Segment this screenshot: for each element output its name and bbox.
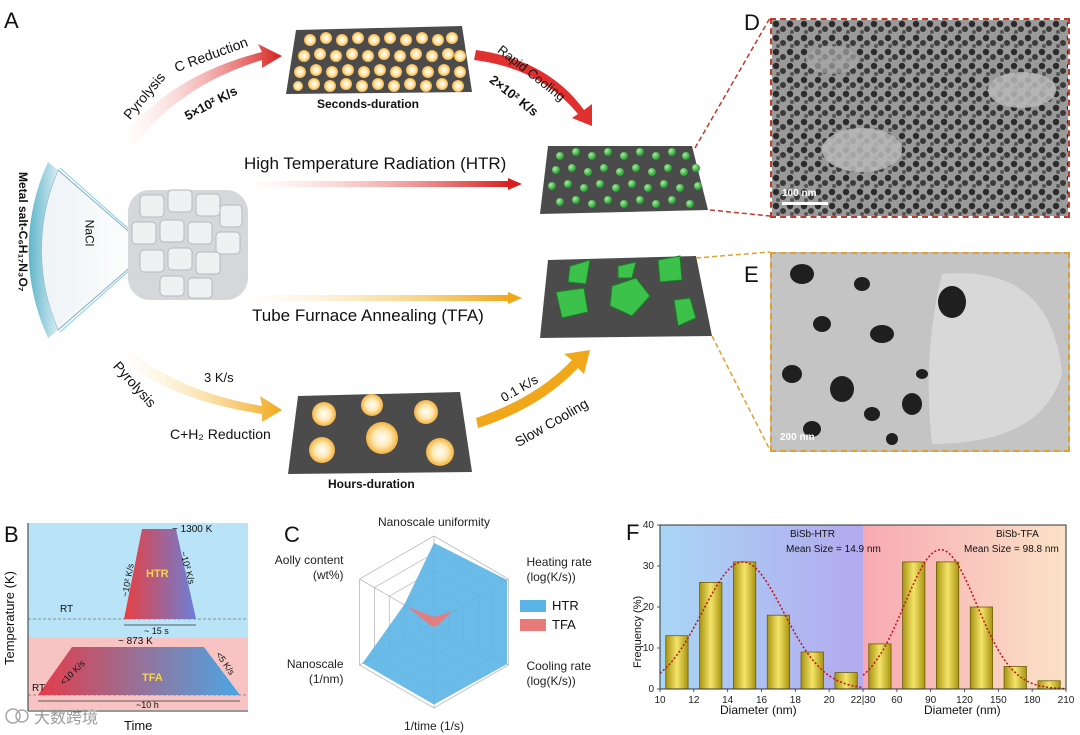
panel-b-ylabel: Temperature (K): [2, 571, 17, 665]
hist-x-tick-label: 18: [790, 695, 802, 706]
scale-bar-d-line: [782, 202, 828, 205]
panel-f-ylabel: Frequency (%): [632, 595, 644, 668]
hist-x-tick-label: 90: [925, 695, 937, 706]
watermark-logo-icon: [5, 708, 29, 724]
rt-bottom-label: RT: [32, 683, 46, 694]
tem-image-htr: 100 nm: [770, 18, 1070, 218]
hist-bar-tfa: [1037, 680, 1061, 690]
panel-d-letter: D: [744, 10, 760, 35]
htr-process-label: High Temperature Radiation (HTR): [244, 154, 507, 173]
hist-bar-htr: [699, 582, 723, 690]
hist-bar-tfa: [969, 606, 993, 690]
hist-bar-htr: [733, 561, 757, 690]
hist-x-tick-label: 150: [990, 695, 1007, 706]
htr-peak-temp: ~ 1300 K: [172, 524, 213, 535]
nacl-cube-cluster: [128, 189, 248, 300]
htr-hist-mean: Mean Size = 14.9 nm: [786, 544, 881, 555]
htr-trapezoid: [124, 529, 196, 619]
hist-y-tick-label: 0: [648, 684, 654, 695]
hist-x-tick-label: 20: [824, 695, 836, 706]
panel-e-letter: E: [744, 262, 759, 287]
hist-x-tick-label: 22|30: [851, 695, 876, 706]
hist-bar-htr: [665, 635, 689, 690]
radar-series-tfa: [407, 606, 452, 628]
temperature-profile-chart: [27, 523, 248, 712]
bottom-reduction-label: C+H₂ Reduction: [170, 426, 271, 442]
legend-item-tfa: TFA: [520, 617, 579, 632]
hist-x-tick-label: 210: [1058, 695, 1075, 706]
hist-x-tick-label: 16: [756, 695, 768, 706]
legend-swatch-htr: [520, 599, 546, 612]
tfa-peak-temp: ~ 873 K: [118, 636, 153, 647]
hist-y-tick-label: 30: [643, 561, 655, 572]
tfa-trapezoid: [38, 647, 240, 695]
hours-duration-label: Hours-duration: [328, 477, 415, 491]
htr-time: ~ 15 s: [144, 626, 169, 636]
tfa-hist-mean: Mean Size = 98.8 nm: [964, 544, 1059, 555]
hist-fit-curve-htr: [659, 561, 864, 689]
panel-a-diagram: [28, 17, 771, 474]
radar-legend: HTR TFA: [520, 598, 579, 632]
legend-swatch-tfa: [520, 618, 546, 631]
tfa-process-label: Tube Furnace Annealing (TFA): [252, 306, 484, 325]
panel-a-letter: A: [4, 8, 19, 33]
legend-item-htr: HTR: [520, 598, 579, 613]
panel-f-xlabel-right: Diameter (nm): [924, 703, 1001, 717]
panel-b-xlabel: Time: [124, 718, 153, 733]
htr-name: HTR: [146, 568, 169, 580]
tfa-hist-title: BiSb-TFA: [996, 529, 1039, 540]
scale-bar-d: 100 nm: [782, 188, 817, 199]
hist-y-tick-label: 20: [643, 602, 655, 613]
hist-y-tick-label: 40: [643, 520, 655, 531]
panel-f-letter: F: [626, 520, 640, 545]
panel-f-xlabel-left: Diameter (nm): [720, 703, 797, 717]
panel-c-letter: C: [284, 522, 300, 547]
hist-bar-tfa: [1003, 666, 1027, 690]
hist-bar-tfa: [902, 561, 926, 690]
panel-b-letter: B: [4, 522, 19, 547]
watermark: 大数跨境: [4, 704, 98, 728]
tem-image-tfa: 200 nm: [770, 252, 1070, 452]
seconds-duration-label: Seconds-duration: [317, 97, 420, 111]
hist-x-tick-label: 180: [1024, 695, 1041, 706]
legend-label-htr: HTR: [552, 598, 579, 613]
hist-x-tick-label: 12: [688, 695, 700, 706]
rt-top-label: RT: [60, 604, 74, 615]
legend-label-tfa: TFA: [552, 617, 576, 632]
precursor-label: Metal salt-C₆H₁₇N₃O₇: [16, 172, 30, 292]
tfa-name: TFA: [142, 672, 163, 684]
bottom-heating-rate: 3 K/s: [204, 370, 234, 385]
htr-hist-title: BiSb-HTR: [790, 529, 836, 540]
hist-x-tick-label: 60: [891, 695, 903, 706]
hist-y-tick-label: 10: [643, 643, 655, 654]
hist-x-tick-label: 10: [654, 695, 666, 706]
radar-chart: Nanoscale uniformity Heating rate (log(K/s…: [275, 515, 592, 733]
radar-axis-label: Aolly content (wt%): [275, 553, 344, 582]
radar-axis-label: 1/time (1/s): [404, 719, 464, 733]
hist-x-tick-label: 14: [722, 695, 734, 706]
radar-axis-label: Heating rate (log(K/s)): [526, 555, 592, 584]
hist-bar-htr: [800, 651, 824, 690]
hist-x-tick-label: 120: [956, 695, 973, 706]
hist-bar-htr: [766, 614, 790, 690]
hist-background-tfa: [863, 525, 1066, 689]
radar-axis-label: Nanoscale uniformity: [378, 515, 490, 529]
hist-fit-curve-tfa: [862, 548, 1067, 690]
nacl-label: NaCl: [82, 219, 97, 247]
radar-axis-label: Nanoscale (1/nm): [287, 657, 344, 686]
scale-bar-e: 200 nm: [780, 432, 815, 443]
hist-bar-tfa: [936, 561, 960, 690]
tfa-time: ~10 h: [136, 700, 159, 710]
hist-background-htr: [660, 525, 863, 689]
radar-axis-label: Cooling rate (log(K/s)): [526, 659, 591, 688]
histogram-chart: 10 12 14 16 18 20 22|30 60 90 120 150 180 2100102030…: [643, 520, 1075, 706]
watermark-text: 大数跨境: [34, 710, 99, 727]
